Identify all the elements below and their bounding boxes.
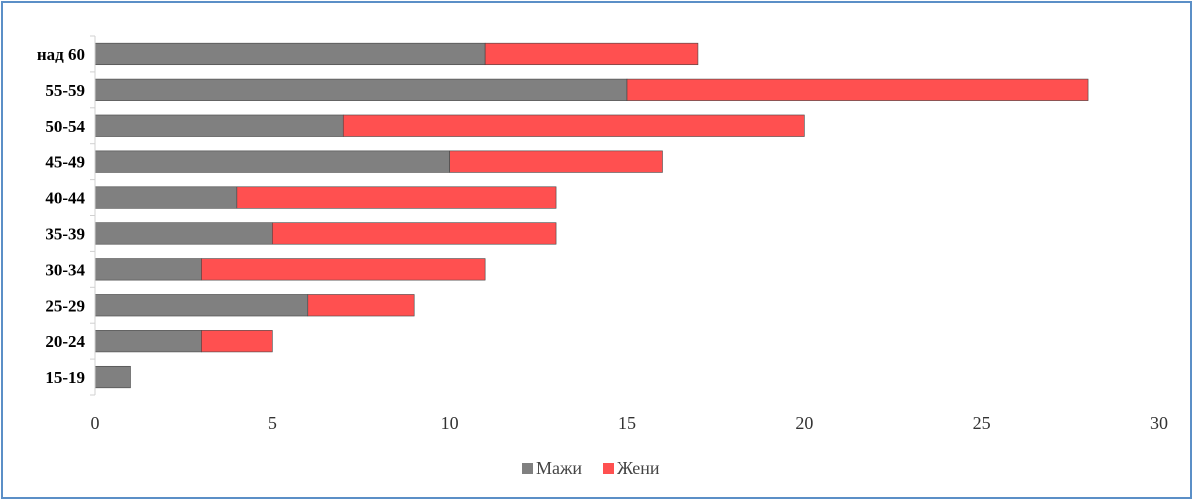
bar-series2-7 xyxy=(342,114,805,137)
bar-series2-8 xyxy=(626,78,1089,101)
bar-series2-9 xyxy=(484,42,699,66)
bar-series1-3 xyxy=(94,258,202,281)
x-tick-label: 10 xyxy=(441,413,459,433)
category-label: 55-59 xyxy=(45,81,85,100)
bar-series1-9 xyxy=(94,42,486,66)
category-label: 35-39 xyxy=(45,224,85,243)
tick-labels-group: 0 5 10 15 20 25 30 xyxy=(91,413,1169,433)
category-label: 50-54 xyxy=(45,117,85,136)
category-labels-group: 15-19 20-24 25-29 30-34 35-39 40-44 45-49 50-54… xyxy=(37,45,86,387)
legend: Мажи Жени xyxy=(522,458,660,478)
bar-series1-7 xyxy=(94,114,344,137)
bars-group xyxy=(94,42,1089,389)
x-tick-label: 5 xyxy=(268,413,277,433)
legend-swatch xyxy=(603,463,614,474)
bar-series2-5 xyxy=(236,186,557,209)
legend-swatch xyxy=(522,463,533,474)
category-label: 40-44 xyxy=(45,189,85,208)
bar-series1-0 xyxy=(94,365,131,389)
category-label: 15-19 xyxy=(45,368,85,387)
bar-series2-3 xyxy=(201,258,486,281)
x-tick-label: 20 xyxy=(795,413,813,433)
category-label: 25-29 xyxy=(45,296,85,315)
category-label: над 60 xyxy=(37,45,85,64)
bar-series1-5 xyxy=(94,186,238,209)
bar-series1-6 xyxy=(94,150,450,173)
bar-series1-8 xyxy=(94,78,628,101)
bar-series1-1 xyxy=(94,330,202,353)
bar-series2-1 xyxy=(201,330,273,353)
bar-series1-4 xyxy=(94,222,273,245)
x-tick-label: 30 xyxy=(1150,413,1168,433)
category-label: 45-49 xyxy=(45,153,85,172)
legend-label: Жени xyxy=(617,458,660,478)
bar-series2-2 xyxy=(307,294,415,317)
axis-group xyxy=(90,35,96,396)
x-tick-label: 15 xyxy=(618,413,636,433)
x-tick-label: 25 xyxy=(973,413,991,433)
bar-series2-6 xyxy=(449,150,663,173)
category-label: 30-34 xyxy=(45,260,85,279)
category-label: 20-24 xyxy=(45,332,85,351)
bar-series2-4 xyxy=(272,222,557,245)
bar-series1-2 xyxy=(94,294,309,317)
legend-label: Мажи xyxy=(536,458,582,478)
x-tick-label: 0 xyxy=(91,413,100,433)
